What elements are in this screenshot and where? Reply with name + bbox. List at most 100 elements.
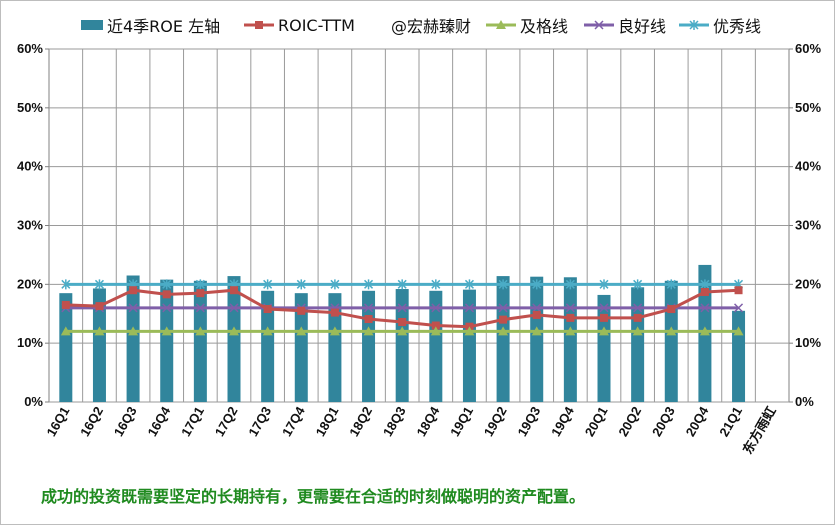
y-tick-label-left: 10% [17,335,43,350]
point-star [431,279,441,290]
y-tick-label-right: 20% [795,276,821,291]
point-x [128,303,138,313]
x-category-label: 东方雨虹 [740,404,779,457]
point-triangle [363,326,374,336]
point-square [129,286,138,295]
point-star [330,279,340,290]
y-tick-label-right: 60% [795,41,821,56]
y-tick-label-left: 30% [17,218,43,233]
point-star [532,279,542,290]
point-triangle [296,326,307,336]
legend-item-roe: 近4季ROE 左轴 [81,11,220,39]
x-category-label: 19Q3 [514,404,543,439]
point-star [565,279,575,290]
point-star [599,279,609,290]
point-triangle [229,326,239,336]
point-triangle [397,326,408,336]
point-triangle [599,326,609,336]
point-x [700,303,710,313]
legend-item-roic: ROIC-TTM [244,11,355,39]
x-category-label: 20Q3 [649,404,678,439]
point-triangle [329,326,340,336]
x-category-label: 17Q3 [245,404,274,439]
point-square [398,317,407,326]
point-square [734,286,743,295]
bar-roe [664,280,678,402]
bar-roe [631,287,645,402]
point-x [195,303,205,313]
x-category-label: 18Q3 [380,404,409,439]
point-x [734,303,744,313]
point-square [499,315,508,324]
legend-item-watermark: @宏赫臻财 [391,11,471,39]
bar-roe [496,276,510,402]
x-category-label: 17Q2 [212,404,241,439]
x-category-label: 20Q2 [615,404,644,439]
x-category-label: 16Q2 [77,404,106,439]
legend-item-pass: 及格线 [486,11,568,39]
legend-label-watermark: @宏赫臻财 [391,17,472,36]
point-x [229,303,239,313]
footer-caption: 成功的投资既需要坚定的长期持有，更需要在合适的时刻做聪明的资产配置。 [41,487,586,506]
x-category-label: 20Q1 [582,404,611,439]
point-square [600,313,608,322]
bar-roe [429,290,443,402]
point-x [464,303,474,313]
point-square [532,310,541,319]
legend-label-pass: 及格线 [520,17,569,36]
point-triangle [498,326,509,336]
point-star [364,279,374,290]
legend-label-roic: ROIC-TTM [278,15,355,35]
point-x [599,303,609,313]
bar-roe [563,277,577,402]
x-category-label: 21Q1 [716,404,745,439]
legend-roic-swatch [244,21,274,29]
bar-roe [462,289,476,402]
x-category-label: 18Q4 [414,403,443,439]
bar-roe [126,275,140,402]
bar-roe [732,310,746,402]
point-triangle [161,326,172,336]
x-category-label: 20Q4 [683,403,712,439]
point-square [667,305,676,314]
y-tick-label-right: 50% [795,100,821,115]
x-category-label: 17Q1 [178,404,207,439]
point-square [297,306,306,315]
point-square [162,290,171,299]
legend-label-excellent: 优秀线 [713,17,762,36]
point-star [162,279,172,290]
point-triangle [531,326,542,336]
point-star [498,279,508,290]
point-square [431,321,440,330]
y-tick-label-right: 10% [795,335,821,350]
y-tick-label-right: 0% [795,394,814,409]
legend-label-roe: 近4季ROE 左轴 [107,17,221,36]
point-star [464,279,474,290]
point-star [666,279,676,290]
y-tick-label-right: 30% [795,218,821,233]
x-category-label: 17Q4 [279,403,308,439]
bar-roe [193,280,207,402]
point-square [700,287,709,296]
x-category-label: 19Q1 [447,404,476,439]
y-tick-label-left: 40% [17,159,43,174]
bar-roe [395,289,409,402]
legend-good-swatch [584,20,614,30]
y-tick-label-left: 60% [17,41,43,56]
point-triangle [733,326,744,336]
point-square [633,313,642,322]
point-triangle [699,326,710,336]
legend-excellent-swatch [679,20,709,30]
x-category-label: 16Q4 [144,403,173,439]
bar-roe [294,293,308,402]
y-tick-label-right: 40% [795,159,821,174]
point-x [431,303,441,313]
x-category-label: 19Q2 [481,404,510,439]
point-x [633,303,643,313]
point-star [263,279,273,290]
bar-roe [328,293,342,402]
point-square [263,305,272,314]
point-triangle [464,326,475,336]
legend-pass-swatch [486,20,516,29]
